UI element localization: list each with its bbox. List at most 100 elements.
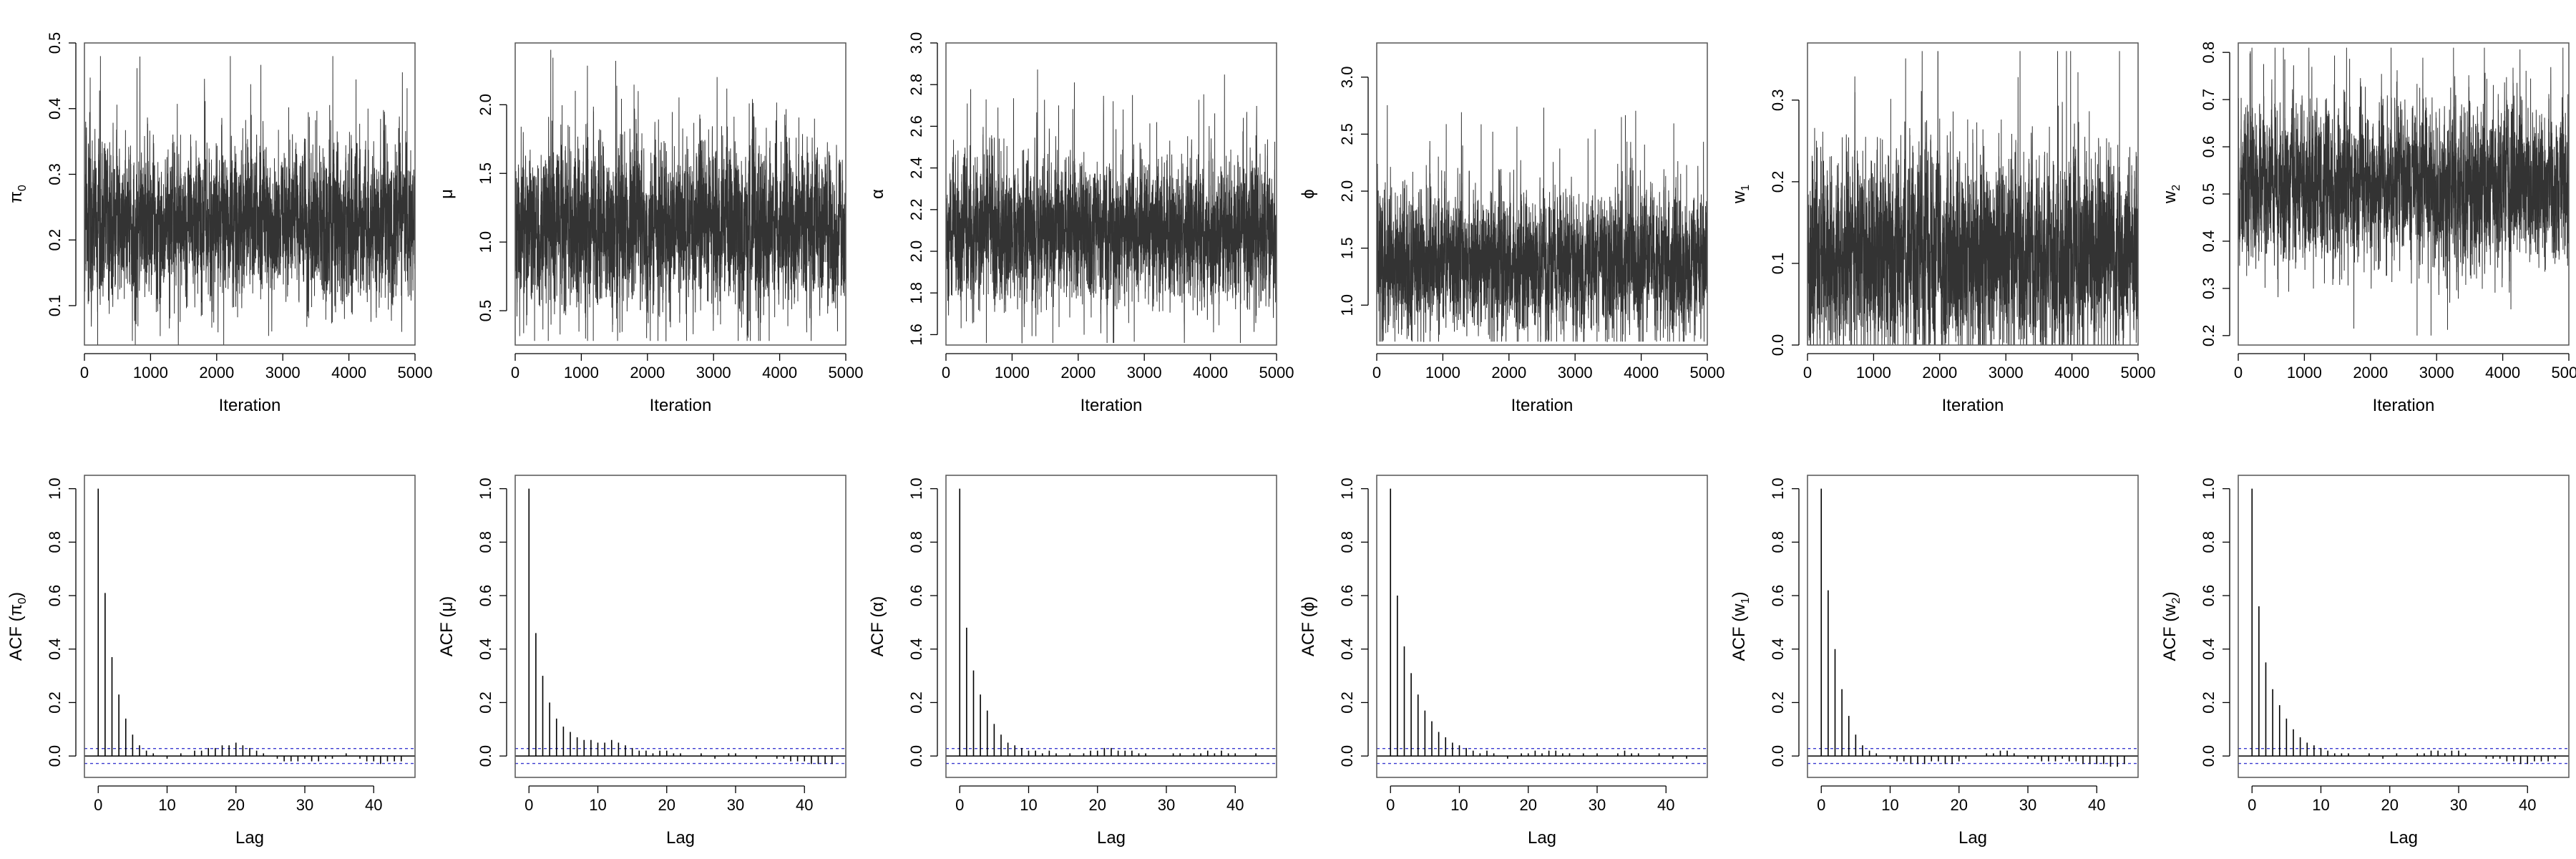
y-axis-title: w2 — [2160, 185, 2182, 204]
y-tick-label: 2.8 — [907, 74, 925, 96]
x-tick-label: 40 — [2088, 796, 2105, 814]
x-tick-label: 2000 — [1922, 364, 1957, 382]
x-tick-label: 4000 — [2485, 364, 2520, 382]
x-tick-label: 40 — [365, 796, 382, 814]
x-tick-label: 0 — [2234, 364, 2243, 382]
y-tick-label: 0.6 — [907, 585, 925, 607]
x-tick-label: 40 — [796, 796, 813, 814]
y-tick-label: 0.6 — [1338, 585, 1356, 607]
x-tick-label: 1000 — [2287, 364, 2322, 382]
y-axis-title: w1 — [1729, 185, 1752, 204]
x-tick-label: 5000 — [1690, 364, 1725, 382]
y-tick-label: 0.4 — [2200, 230, 2218, 253]
x-tick-label: 0 — [942, 364, 950, 382]
y-axis-title-main: ACF (w — [2160, 603, 2180, 661]
y-axis-title: ACF (π0) — [6, 592, 29, 661]
x-tick-label: 1000 — [995, 364, 1030, 382]
y-tick-label: 1.0 — [907, 477, 925, 500]
y-axis-title-main: w — [1729, 190, 1749, 204]
x-tick-label: 10 — [589, 796, 606, 814]
x-tick-label: 0 — [511, 364, 519, 382]
x-axis-title: Iteration — [2373, 396, 2435, 415]
y-tick-label: 0.0 — [1769, 334, 1787, 356]
y-tick-label: 0.7 — [2200, 89, 2218, 111]
trace-plot-3: 0 1000 2000 3000 4000 5000 Iteration 1.6 1.8 2.0 2… — [868, 32, 1294, 415]
y-tick-label: 0.3 — [46, 163, 64, 185]
y-axis-title: ACF (w1) — [1729, 592, 1752, 661]
y-tick-label: 0.2 — [1338, 691, 1356, 714]
y-tick-label: 0.5 — [477, 300, 494, 322]
x-tick-label: 0 — [1817, 796, 1825, 814]
y-tick-label: 0.2 — [2200, 325, 2218, 347]
y-tick-label: 0.8 — [2200, 42, 2218, 64]
y-axis-title: μ — [437, 189, 457, 199]
x-tick-label: 20 — [658, 796, 675, 814]
x-tick-label: 20 — [2381, 796, 2399, 814]
y-tick-label: 0.1 — [1769, 253, 1787, 275]
x-tick-label: 0 — [955, 796, 964, 814]
y-tick-label: 0.2 — [1769, 171, 1787, 193]
y-axis-title: ACF (μ) — [437, 596, 457, 656]
y-tick-label: 0.2 — [46, 691, 64, 714]
acf-plot-6: 0 10 20 30 40 Lag 0.0 0.2 0.4 0.6 0.8 1.0 ACF (w2) — [2160, 475, 2570, 848]
trace-line — [1807, 51, 2139, 346]
x-tick-label: 1000 — [1425, 364, 1460, 382]
y-axis-title: π0 — [6, 185, 29, 203]
y-axis-title-subscript: 2 — [2170, 185, 2182, 191]
x-axis-title: Lag — [666, 828, 695, 848]
y-tick-label: 2.4 — [907, 157, 925, 179]
x-tick-label: 3000 — [2419, 364, 2454, 382]
x-tick-label: 5000 — [829, 364, 864, 382]
x-tick-label: 2000 — [630, 364, 665, 382]
y-tick-label: 0.0 — [2200, 745, 2218, 767]
x-tick-label: 0 — [1386, 796, 1395, 814]
acf-plot-2: 0 10 20 30 40 Lag 0.0 0.2 0.4 0.6 0.8 1.0 ACF (μ) — [437, 475, 847, 848]
plot-frame — [945, 475, 1277, 778]
y-tick-label: 0.0 — [907, 745, 925, 767]
y-axis-title: α — [868, 189, 887, 199]
y-tick-label: 0.5 — [2200, 183, 2218, 205]
y-tick-label: 0.4 — [477, 638, 494, 660]
y-tick-label: 0.5 — [46, 32, 64, 54]
x-tick-label: 1000 — [133, 364, 168, 382]
x-tick-label: 0 — [80, 364, 89, 382]
y-axis-title-tail: ) — [6, 592, 26, 598]
x-tick-label: 0 — [1803, 364, 1812, 382]
x-tick-label: 30 — [2450, 796, 2467, 814]
x-axis-title: Lag — [1097, 828, 1126, 848]
y-tick-label: 1.0 — [2200, 477, 2218, 500]
trace-line — [2238, 47, 2570, 336]
y-tick-label: 0.0 — [1769, 745, 1787, 767]
trace-line — [945, 69, 1277, 344]
y-tick-label: 0.6 — [2200, 585, 2218, 607]
x-tick-label: 4000 — [762, 364, 797, 382]
y-tick-label: 0.3 — [2200, 278, 2218, 300]
y-axis-title-main: w — [2160, 190, 2180, 204]
plot-frame — [84, 42, 416, 346]
y-axis-title-main: μ — [437, 189, 457, 199]
y-tick-label: 3.0 — [907, 32, 925, 54]
x-tick-label: 30 — [2019, 796, 2036, 814]
x-axis-title: Iteration — [1080, 396, 1143, 415]
y-tick-label: 0.8 — [1338, 531, 1356, 553]
x-tick-label: 30 — [727, 796, 744, 814]
y-axis-title-tail: ) — [1729, 592, 1749, 598]
y-tick-label: 3.0 — [1338, 66, 1356, 88]
x-axis-title: Iteration — [219, 396, 281, 415]
x-axis-title: Iteration — [650, 396, 712, 415]
y-tick-label: 0.8 — [477, 531, 494, 553]
x-axis-title: Lag — [1528, 828, 1556, 848]
y-tick-label: 0.8 — [907, 531, 925, 553]
y-tick-label: 0.6 — [2200, 136, 2218, 158]
plot-frame — [84, 475, 416, 778]
y-axis-title-subscript: 1 — [1740, 185, 1752, 191]
y-tick-label: 0.4 — [46, 97, 64, 120]
y-tick-label: 0.6 — [1769, 585, 1787, 607]
plot-frame — [514, 475, 847, 778]
trace-plot-1: 0 1000 2000 3000 4000 5000 Iteration 0.1 0.2 0.3 0… — [6, 32, 432, 415]
x-tick-label: 4000 — [2054, 364, 2089, 382]
y-axis-title: ϕ — [1299, 189, 1318, 198]
x-tick-label: 0 — [94, 796, 102, 814]
y-axis-title-subscript: 0 — [16, 598, 29, 604]
x-tick-label: 30 — [1158, 796, 1175, 814]
